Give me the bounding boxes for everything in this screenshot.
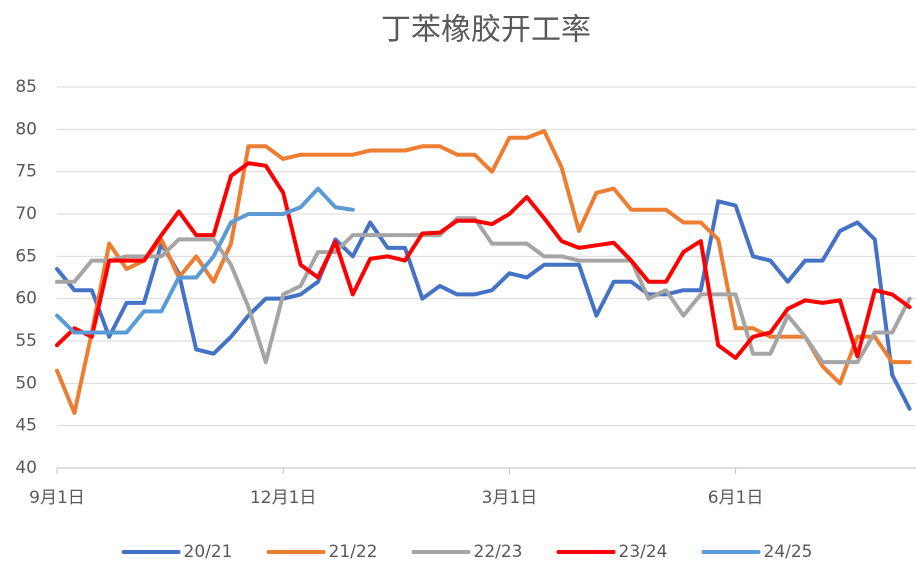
y-tick-label: 40 xyxy=(15,458,37,478)
legend-label: 23/24 xyxy=(619,542,668,562)
x-tick-label: 6月1日 xyxy=(708,488,764,508)
legend-label: 21/22 xyxy=(329,542,378,562)
y-tick-label: 70 xyxy=(15,204,37,224)
series-line xyxy=(55,161,912,360)
series-line xyxy=(55,186,355,335)
x-tick-label: 9月1日 xyxy=(29,488,85,508)
y-tick-label: 80 xyxy=(15,119,37,139)
y-tick-label: 65 xyxy=(15,246,37,266)
y-tick-label: 50 xyxy=(15,373,37,393)
series-line xyxy=(55,199,912,411)
x-tick-label: 12月1日 xyxy=(250,488,316,508)
series-line xyxy=(55,216,912,365)
y-tick-label: 45 xyxy=(15,416,37,436)
y-tick-label: 60 xyxy=(15,289,37,309)
y-tick-label: 55 xyxy=(15,331,37,351)
legend-label: 24/25 xyxy=(764,542,813,562)
chart-title: 丁苯橡胶开工率 xyxy=(381,13,591,48)
x-tick-label: 3月1日 xyxy=(482,488,538,508)
y-tick-label: 75 xyxy=(15,162,37,182)
legend-label: 20/21 xyxy=(184,542,233,562)
series-line xyxy=(55,129,912,415)
y-tick-label: 85 xyxy=(15,77,37,97)
legend-label: 22/23 xyxy=(474,542,523,562)
